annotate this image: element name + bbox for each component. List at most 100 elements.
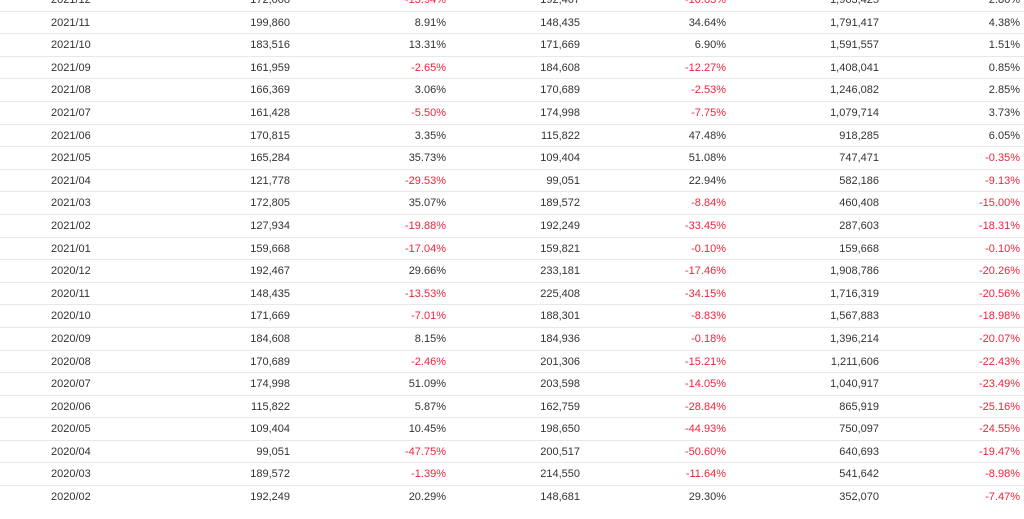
- cumulative-change-cell: -0.10%: [985, 242, 1020, 255]
- cumulative-change-cell: -19.47%: [979, 445, 1020, 458]
- change-1-cell: 20.29%: [408, 491, 446, 504]
- change-2-cell: -8.84%: [691, 197, 726, 210]
- value-1-cell: 170,689: [250, 355, 290, 368]
- cumulative-cell: 1,396,214: [830, 332, 879, 345]
- month-cell: 2020/05: [51, 423, 91, 436]
- table-row: 2020/03 189,572 -1.39% 214,550 -11.64% 541,64…: [0, 463, 1024, 487]
- cumulative-change-cell: -9.13%: [985, 174, 1020, 187]
- value-1-cell: 192,467: [250, 265, 290, 278]
- table-row: 2020/07 174,998 51.09% 203,598 -14.05% 1,040,…: [0, 373, 1024, 396]
- cumulative-change-cell: -0.35%: [985, 152, 1020, 165]
- month-cell: 2020/10: [51, 310, 91, 323]
- value-2-cell: 171,669: [540, 39, 580, 52]
- value-2-cell: 200,517: [540, 445, 580, 458]
- cumulative-cell: 1,079,714: [830, 106, 879, 119]
- month-cell: 2021/09: [51, 61, 91, 74]
- table-row: 2021/06 170,815 3.35% 115,822 47.48% 918,285 6…: [0, 125, 1024, 148]
- change-2-cell: -11.64%: [685, 468, 726, 481]
- value-2-cell: 192,467: [540, 0, 580, 6]
- value-1-cell: 172,805: [250, 197, 290, 210]
- change-2-cell: -15.21%: [685, 355, 726, 368]
- value-1-cell: 109,404: [250, 423, 290, 436]
- change-2-cell: -7.75%: [691, 106, 726, 119]
- table-row: 2021/07 161,428 -5.50% 174,998 -7.75% 1,079,7…: [0, 102, 1024, 125]
- cumulative-change-cell: -15.00%: [979, 197, 1020, 210]
- table-row: 2020/08 170,689 -2.46% 201,306 -15.21% 1,211,…: [0, 351, 1024, 374]
- change-2-cell: 34.64%: [688, 16, 726, 29]
- cumulative-change-cell: -18.31%: [979, 219, 1020, 232]
- value-2-cell: 148,435: [540, 16, 580, 29]
- value-1-cell: 99,051: [256, 445, 290, 458]
- table-row: 2020/12 192,467 29.66% 233,181 -17.46% 1,908,…: [0, 260, 1024, 283]
- value-1-cell: 174,998: [250, 378, 290, 391]
- value-1-cell: 192,249: [250, 491, 290, 504]
- change-1-cell: -13.53%: [405, 287, 446, 300]
- month-cell: 2021/11: [51, 16, 90, 29]
- change-1-cell: -7.01%: [411, 310, 446, 323]
- change-1-cell: -17.04%: [405, 242, 446, 255]
- value-1-cell: 161,428: [250, 106, 290, 119]
- table-row: 2020/11 148,435 -13.53% 225,408 -34.15% 1,716…: [0, 283, 1024, 306]
- change-1-cell: -5.50%: [411, 106, 446, 119]
- change-1-cell: 29.66%: [408, 265, 446, 278]
- month-cell: 2020/02: [51, 491, 91, 504]
- value-2-cell: 99,051: [546, 174, 580, 187]
- month-cell: 2020/12: [51, 265, 91, 278]
- change-1-cell: -13.94%: [405, 0, 446, 6]
- change-1-cell: 51.09%: [408, 378, 446, 391]
- month-cell: 2021/03: [51, 197, 91, 210]
- change-2-cell: -2.53%: [691, 84, 726, 97]
- table-row: 2021/04 121,778 -29.53% 99,051 22.94% 582,186…: [0, 170, 1024, 193]
- month-cell: 2020/03: [51, 468, 91, 481]
- cumulative-cell: 1,963,425: [830, 0, 879, 6]
- cumulative-cell: 1,591,557: [830, 39, 879, 52]
- change-1-cell: 3.35%: [414, 129, 446, 142]
- value-1-cell: 189,572: [250, 468, 290, 481]
- month-cell: 2021/01: [51, 242, 91, 255]
- value-2-cell: 214,550: [540, 468, 580, 481]
- table-row: 2021/08 166,369 3.06% 170,689 -2.53% 1,246,08…: [0, 79, 1024, 102]
- month-cell: 2021/06: [51, 129, 91, 142]
- change-1-cell: -19.88%: [405, 219, 446, 232]
- month-cell: 2021/10: [51, 39, 91, 52]
- change-2-cell: -8.83%: [691, 310, 726, 323]
- change-1-cell: -2.46%: [411, 355, 446, 368]
- cumulative-change-cell: -23.49%: [979, 378, 1020, 391]
- table-row: 2021/11 199,860 8.91% 148,435 34.64% 1,791,41…: [0, 12, 1024, 35]
- value-2-cell: 203,598: [540, 378, 580, 391]
- value-2-cell: 170,689: [540, 84, 580, 97]
- cumulative-cell: 1,408,041: [830, 61, 879, 74]
- change-2-cell: -0.10%: [691, 242, 726, 255]
- change-2-cell: -33.45%: [685, 219, 726, 232]
- month-cell: 2021/05: [51, 152, 91, 165]
- cumulative-cell: 1,246,082: [830, 84, 879, 97]
- value-2-cell: 225,408: [540, 287, 580, 300]
- change-1-cell: -29.53%: [405, 174, 446, 187]
- cumulative-change-cell: 1.51%: [988, 39, 1020, 52]
- change-2-cell: -17.46%: [685, 265, 726, 278]
- month-cell: 2021/07: [51, 106, 91, 119]
- cumulative-cell: 640,693: [839, 445, 879, 458]
- value-1-cell: 199,860: [250, 16, 290, 29]
- cumulative-cell: 918,285: [839, 129, 879, 142]
- month-cell: 2020/11: [51, 287, 90, 300]
- change-2-cell: -28.84%: [685, 400, 726, 413]
- change-2-cell: 51.08%: [688, 152, 726, 165]
- table-row: 2021/09 161,959 -2.65% 184,608 -12.27% 1,408,…: [0, 57, 1024, 80]
- cumulative-cell: 287,603: [839, 219, 879, 232]
- cumulative-cell: 865,919: [839, 400, 879, 413]
- value-1-cell: 170,815: [250, 129, 290, 142]
- change-1-cell: 13.31%: [408, 39, 446, 52]
- value-2-cell: 115,822: [541, 129, 580, 142]
- value-1-cell: 184,608: [250, 332, 290, 345]
- cumulative-cell: 1,908,786: [830, 265, 879, 278]
- change-1-cell: 8.15%: [414, 332, 446, 345]
- value-1-cell: 172,008: [250, 0, 290, 6]
- cumulative-change-cell: 2.86%: [988, 0, 1020, 6]
- month-cell: 2021/08: [51, 84, 91, 97]
- cumulative-cell: 460,408: [839, 197, 879, 210]
- change-1-cell: 35.73%: [408, 152, 446, 165]
- table-row: 2020/02 192,249 20.29% 148,681 29.30% 352,070…: [0, 486, 1024, 509]
- value-2-cell: 192,249: [540, 219, 580, 232]
- table-row: 2020/04 99,051 -47.75% 200,517 -50.60% 640,69…: [0, 441, 1024, 464]
